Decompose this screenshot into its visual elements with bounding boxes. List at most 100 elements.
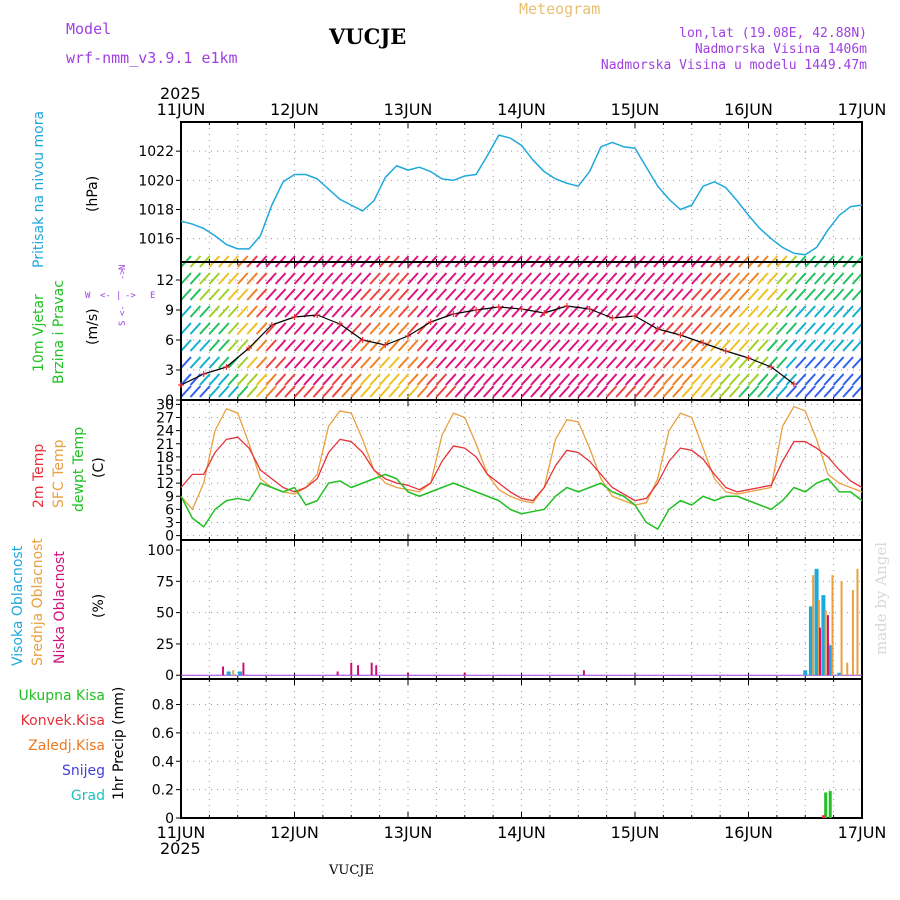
- wind-barb: [747, 385, 760, 398]
- wind-barb: [672, 322, 684, 335]
- wind-barb: [407, 305, 419, 318]
- wind-barb: [331, 272, 344, 285]
- wind-barb: [851, 356, 864, 369]
- wind-barb: [312, 288, 325, 301]
- wind-barb: [709, 272, 722, 285]
- wind-barb: [804, 373, 816, 386]
- wind-barb: [482, 339, 495, 352]
- x-tick-label-top: 12JUN: [270, 100, 319, 119]
- wind-barb: [274, 356, 287, 369]
- wind-barb: [568, 385, 580, 398]
- legend-conv-rain: Konvek.Kisa: [21, 713, 105, 729]
- wind-barb: [312, 322, 325, 335]
- wind-barb: [189, 385, 202, 398]
- y-tick-label: 0.6: [152, 726, 174, 742]
- wind-barb: [823, 272, 835, 285]
- wind-barb: [397, 373, 410, 386]
- wind-barb: [218, 373, 230, 386]
- wind-barb: [359, 373, 372, 386]
- wind-barb: [823, 373, 835, 386]
- wind-barb: [709, 385, 722, 398]
- wind-barb: [558, 288, 571, 301]
- wind-barb: [341, 272, 353, 285]
- y-tick-label: 6: [165, 333, 174, 349]
- wind-barb: [218, 305, 230, 318]
- wind-barb: [719, 272, 731, 285]
- wind-barb: [766, 305, 779, 318]
- wind-barb: [728, 322, 741, 335]
- wind-barb: [435, 288, 448, 301]
- wind-barb: [284, 356, 296, 369]
- wind-barb: [549, 305, 561, 318]
- wind-barb: [454, 322, 467, 335]
- wind-barb: [255, 356, 268, 369]
- wind-barb: [407, 322, 419, 335]
- y-tick-label: 50: [156, 606, 174, 622]
- wind-barb: [804, 356, 816, 369]
- wind-barb: [662, 339, 675, 352]
- wind-barb: [738, 288, 750, 301]
- wind-barb: [520, 272, 533, 285]
- wind-barb: [388, 288, 400, 301]
- wind-speed-line: [180, 305, 795, 386]
- wind-barb: [842, 385, 854, 398]
- wind-barb: [312, 339, 325, 352]
- wind-barb: [842, 356, 854, 369]
- wind-barb: [454, 373, 467, 386]
- wind-barb: [246, 385, 258, 398]
- wind-barb: [435, 339, 448, 352]
- wind-barb: [265, 356, 277, 369]
- wind-barb: [180, 385, 192, 398]
- wind-barb: [634, 339, 646, 352]
- low-cloud-bar: [375, 665, 378, 676]
- wind-barb: [426, 385, 438, 398]
- wind-barb: [605, 305, 618, 318]
- wind-barb: [634, 305, 646, 318]
- wind-barb: [350, 339, 362, 352]
- wind-barb: [624, 373, 637, 386]
- wind-barb: [832, 339, 845, 352]
- wind-barb: [237, 339, 249, 352]
- wind-barb: [473, 385, 485, 398]
- wind-barb: [624, 272, 637, 285]
- wind-barb: [728, 373, 741, 386]
- wind-barb: [397, 356, 410, 369]
- wind-barb: [662, 322, 675, 335]
- wind-barb: [284, 288, 296, 301]
- wind-barb: [369, 339, 381, 352]
- wind-barb: [804, 385, 816, 398]
- wind-barb: [719, 305, 731, 318]
- wind-barb: [265, 272, 277, 285]
- wind-barb: [785, 322, 798, 335]
- wind-barb: [312, 272, 325, 285]
- wind-barb: [520, 322, 533, 335]
- wind-barb: [482, 322, 495, 335]
- wind-barb: [435, 305, 448, 318]
- wind-barb: [445, 305, 457, 318]
- temp-2m-line: [180, 436, 863, 502]
- wind-barb: [445, 322, 457, 335]
- wind-barb: [265, 305, 277, 318]
- wind-barb: [700, 385, 712, 398]
- wind-barb: [728, 288, 741, 301]
- low-cloud-bar: [242, 662, 245, 676]
- model-elevation-label: Nadmorska Visina u modelu 1449.47m: [601, 58, 867, 73]
- wind-barb: [227, 305, 240, 318]
- y-tick-label: 0: [165, 668, 174, 684]
- wind-barb: [435, 272, 448, 285]
- wind-barb: [662, 272, 675, 285]
- wind-barb: [265, 288, 277, 301]
- wind-barb: [464, 356, 476, 369]
- wind-barb: [426, 305, 438, 318]
- wind-barb: [738, 322, 750, 335]
- y-tick-label: 0: [165, 811, 174, 827]
- high-cloud-bar: [821, 595, 826, 676]
- wind-barb: [530, 288, 542, 301]
- wind-barb: [378, 373, 391, 386]
- wind-barb: [350, 356, 362, 369]
- wind-barb: [586, 288, 599, 301]
- wind-barb: [274, 373, 287, 386]
- wind-barb: [596, 339, 608, 352]
- wind-barb: [350, 305, 362, 318]
- wind-barb: [615, 322, 627, 335]
